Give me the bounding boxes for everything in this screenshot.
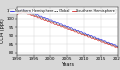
X-axis label: Years: Years	[61, 62, 74, 67]
Legend: Northern Hemisphere, Global, Southern Hemisphere: Northern Hemisphere, Global, Southern He…	[9, 9, 116, 14]
Y-axis label: CCl4 (ppt): CCl4 (ppt)	[0, 18, 5, 43]
